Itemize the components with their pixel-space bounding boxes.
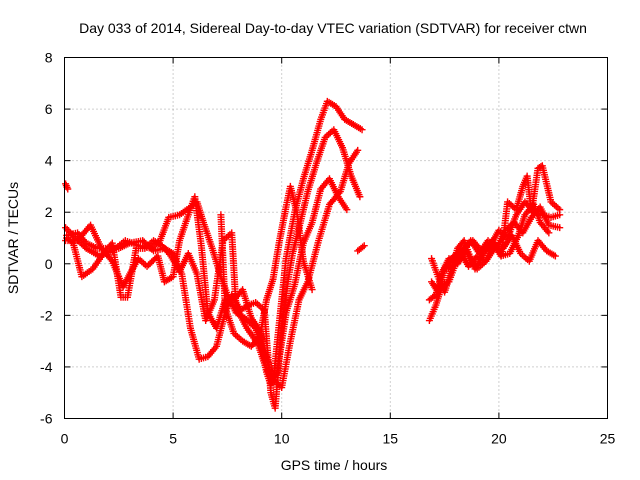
y-tick-label: 0: [45, 256, 53, 272]
data-point: [62, 182, 70, 190]
data-point: [360, 242, 368, 250]
data-point: [545, 229, 553, 237]
x-tick-label: 15: [383, 431, 399, 447]
gridlines: [64, 57, 608, 419]
plot-frame: [64, 57, 608, 419]
y-tick-label: 2: [45, 204, 53, 220]
x-tick-label: 5: [169, 431, 177, 447]
x-axis-title: GPS time / hours: [281, 457, 388, 473]
series-track-4: [63, 146, 362, 392]
x-tick-label: 10: [274, 431, 290, 447]
data-point: [148, 245, 156, 253]
chart-title: Day 033 of 2014, Sidereal Day-to-day VTE…: [79, 20, 587, 36]
y-tick-label: -4: [40, 359, 53, 375]
data-point: [68, 238, 76, 246]
data-point: [308, 286, 316, 294]
series-track-2: [62, 97, 366, 386]
series-track-3: [63, 175, 351, 412]
x-tick-label: 20: [491, 431, 507, 447]
data-point: [343, 206, 351, 214]
series-track-7: [354, 242, 368, 255]
data-point: [359, 243, 367, 251]
x-tick-label: 25: [600, 431, 616, 447]
series-track-6: [62, 180, 72, 193]
data-point: [556, 211, 564, 219]
data-point: [356, 193, 364, 201]
y-axis-title: SDTVAR / TECUs: [5, 182, 21, 294]
data-point: [335, 189, 343, 197]
data-points: [62, 97, 564, 412]
series-track-12: [443, 198, 564, 273]
y-tick-label: 8: [45, 50, 53, 66]
y-tick-label: -6: [40, 411, 53, 427]
data-point: [551, 252, 559, 260]
data-point: [354, 146, 362, 154]
y-tick-label: 6: [45, 101, 53, 117]
series-track-5: [217, 182, 316, 350]
y-tick-label: 4: [45, 153, 53, 169]
data-point: [62, 224, 70, 232]
data-point: [358, 126, 366, 134]
data-point: [556, 224, 564, 232]
x-tick-label: 0: [61, 431, 69, 447]
y-tick-label: -2: [40, 307, 53, 323]
data-point: [64, 185, 72, 193]
axis-ticks: 0 5 10 15 20 25 -6 -4 -2 0 2 4 6 8: [40, 50, 615, 447]
